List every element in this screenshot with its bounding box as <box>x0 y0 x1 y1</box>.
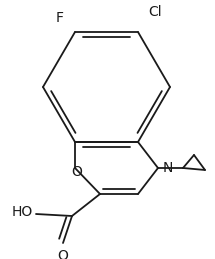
Text: HO: HO <box>12 205 33 219</box>
Text: F: F <box>56 11 64 25</box>
Text: Cl: Cl <box>148 5 162 19</box>
Text: O: O <box>71 165 82 179</box>
Text: N: N <box>163 161 173 175</box>
Text: O: O <box>58 249 68 259</box>
